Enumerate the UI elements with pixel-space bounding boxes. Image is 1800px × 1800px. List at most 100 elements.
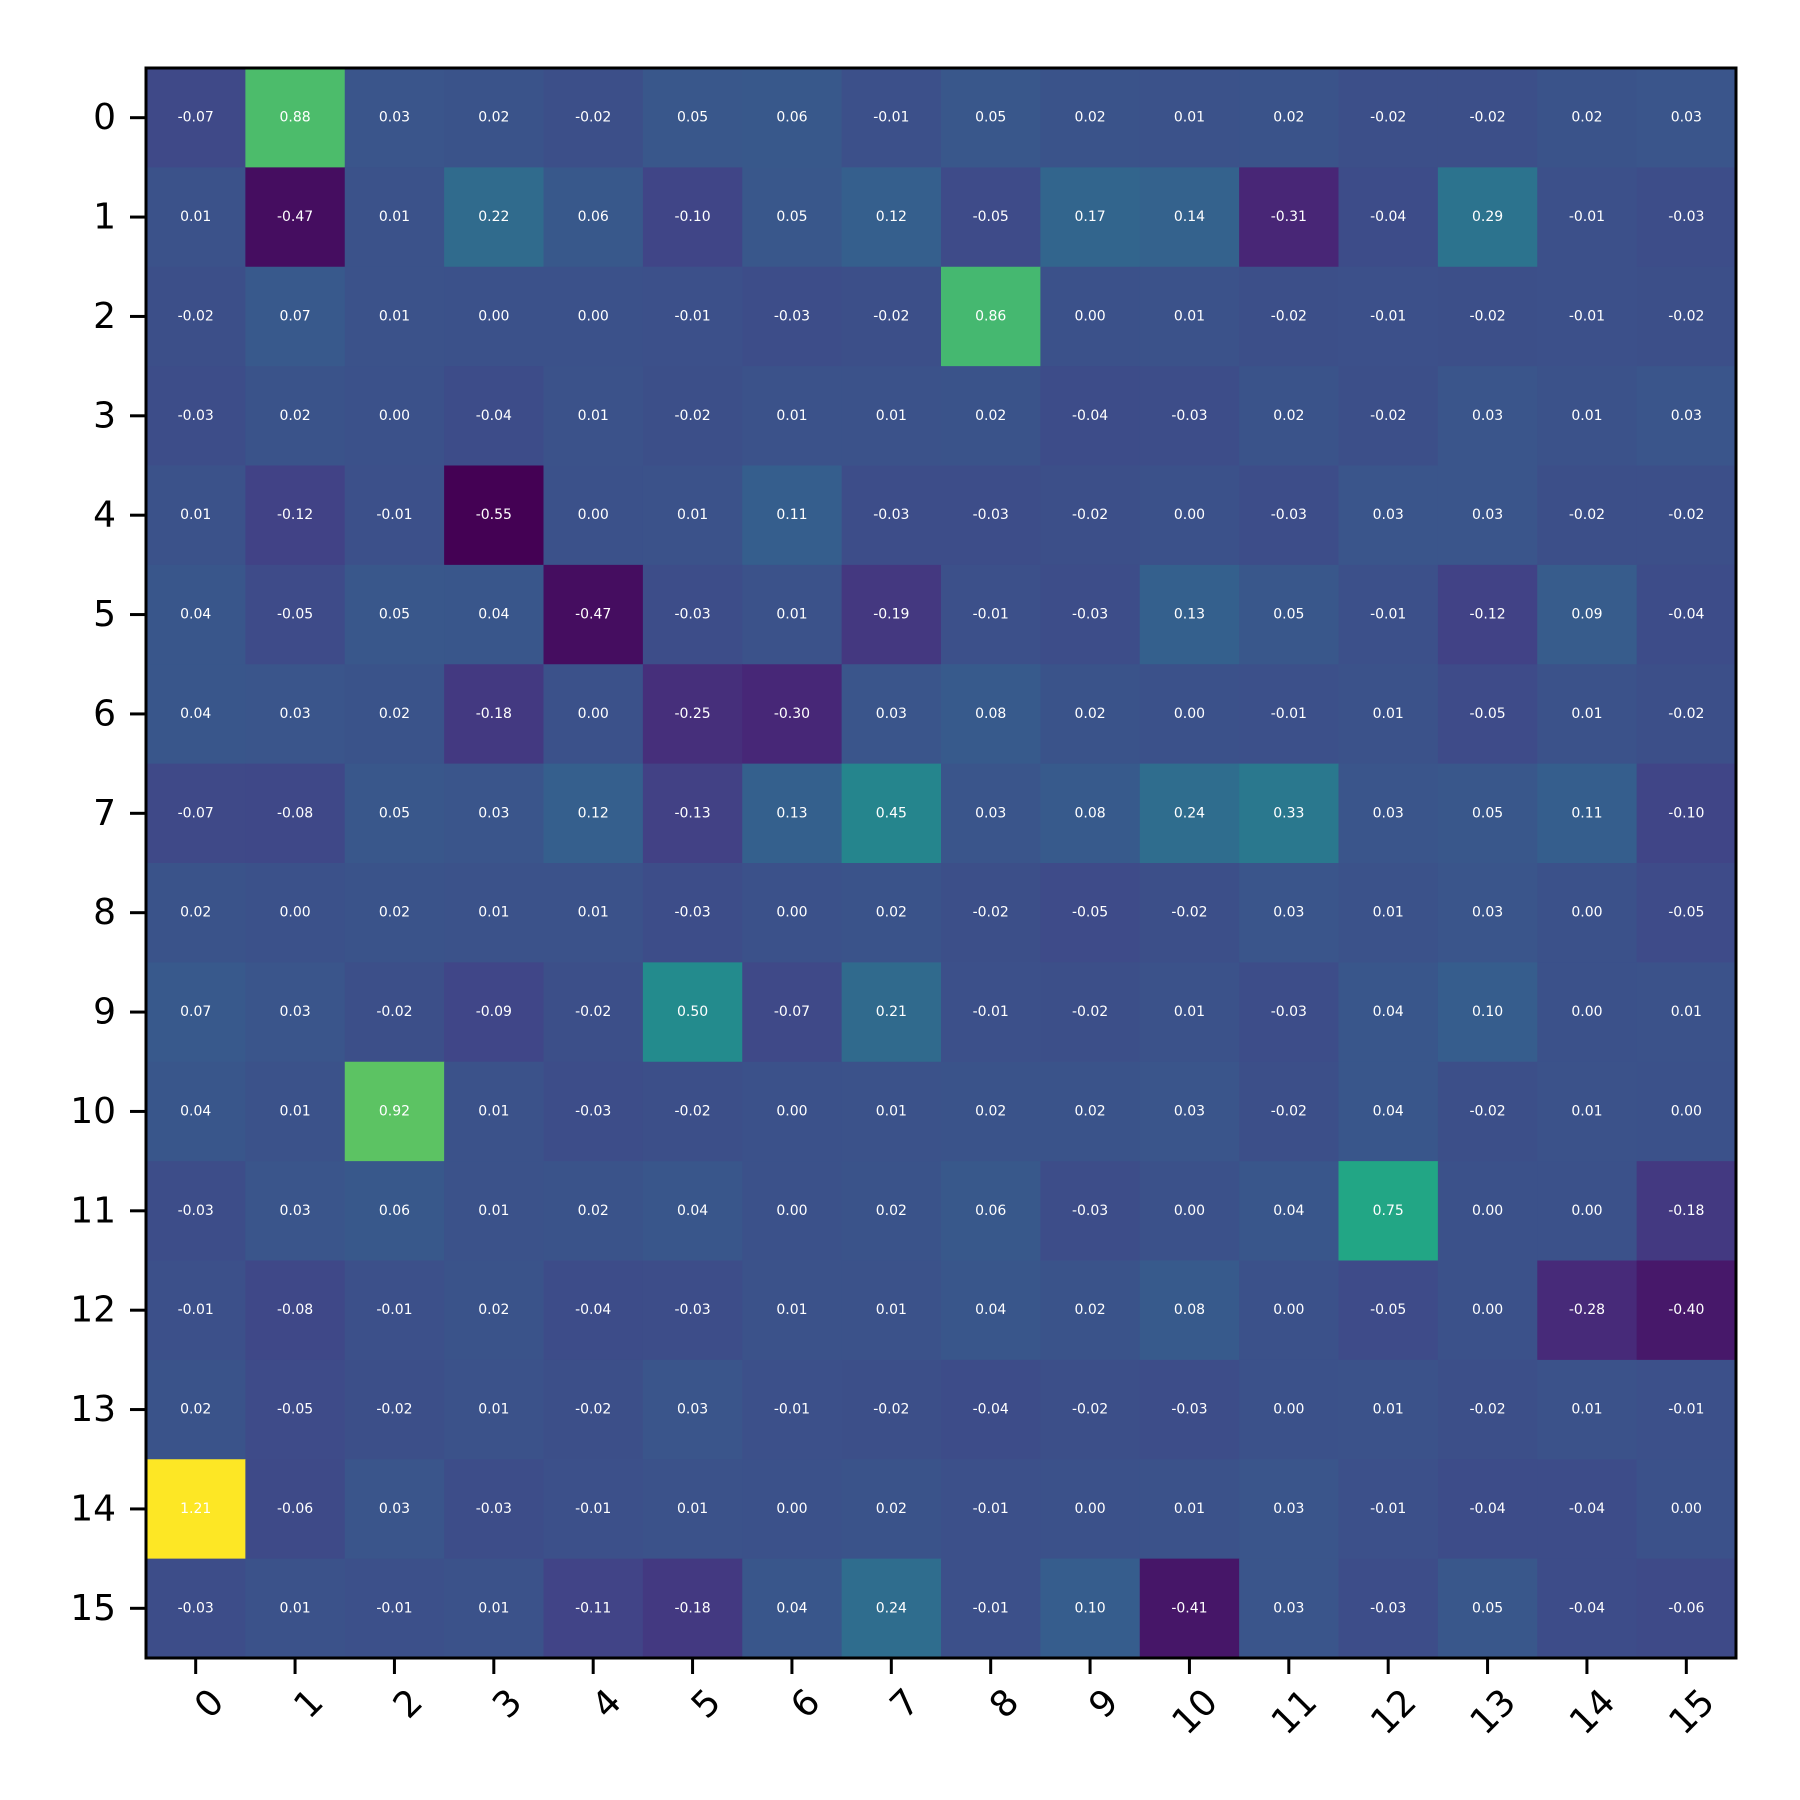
- cell-value-label: -0.04: [476, 408, 512, 424]
- heatmap-cell: [1537, 664, 1638, 765]
- heatmap-cell: [543, 1061, 644, 1162]
- heatmap-cell: [1040, 167, 1141, 268]
- heatmap-cell: [1139, 1161, 1240, 1262]
- heatmap-cell: [742, 664, 843, 765]
- heatmap-cell: [146, 68, 246, 168]
- cell-value-label: 0.02: [180, 1402, 211, 1418]
- cell-value-label: -0.03: [1072, 607, 1108, 623]
- cell-value-label: 0.00: [776, 1103, 807, 1119]
- heatmap-cell: [941, 664, 1041, 765]
- x-tick-label: 3: [485, 1681, 530, 1726]
- heatmap-cell: [1437, 1061, 1538, 1162]
- heatmap-cell: [1636, 863, 1737, 963]
- heatmap-cell: [841, 266, 942, 367]
- cell-value-label: -0.05: [1469, 706, 1505, 722]
- cell-value-label: -0.02: [1370, 408, 1406, 424]
- cell-value-label: -0.07: [774, 1004, 810, 1020]
- heatmap-cell: [841, 564, 942, 665]
- x-tick-label: 0: [187, 1681, 232, 1726]
- cell-value-label: 0.45: [876, 805, 907, 821]
- cell-value-label: 0.01: [180, 507, 211, 523]
- heatmap-cell: [1437, 863, 1538, 963]
- heatmap-cell: [941, 1260, 1041, 1361]
- cell-value-label: 0.05: [1472, 805, 1503, 821]
- cell-value-label: 0.02: [180, 905, 211, 921]
- cell-value-label: -0.01: [376, 507, 412, 523]
- cell-value-label: -0.05: [277, 607, 313, 623]
- heatmap-cell: [642, 1459, 743, 1560]
- heatmap-cell: [344, 167, 445, 268]
- heatmap-cell: [543, 763, 644, 864]
- cell-value-label: 0.01: [1571, 1103, 1602, 1119]
- heatmap-cell: [245, 1459, 346, 1560]
- heatmap-cell: [1139, 1061, 1240, 1162]
- cell-value-label: 1.21: [180, 1501, 211, 1517]
- heatmap-cell: [344, 1359, 445, 1460]
- cell-value-label: -0.06: [1668, 1600, 1704, 1616]
- cell-value-label: 0.02: [975, 408, 1006, 424]
- cell-value-label: 0.00: [776, 1501, 807, 1517]
- y-tick-label: 1: [93, 197, 116, 238]
- cell-value-label: -0.03: [1668, 209, 1704, 225]
- heatmap-cell: [444, 1359, 545, 1460]
- cell-value-label: 0.00: [379, 408, 410, 424]
- heatmap-cell: [1338, 1161, 1439, 1262]
- heatmap-cell: [1338, 763, 1439, 864]
- heatmap-cell: [146, 763, 246, 864]
- cell-value-label: -0.19: [873, 607, 909, 623]
- cell-value-label: 0.00: [1273, 1302, 1304, 1318]
- heatmap-cell: [1437, 664, 1538, 765]
- cell-value-label: 0.00: [1174, 1203, 1205, 1219]
- x-tick-label: 6: [783, 1681, 828, 1726]
- cell-value-label: -0.02: [1668, 308, 1704, 324]
- cell-value-label: 0.75: [1373, 1203, 1404, 1219]
- cell-value-label: 0.04: [1373, 1004, 1404, 1020]
- cell-value-label: -0.41: [1171, 1600, 1207, 1616]
- cell-value-label: 0.02: [578, 1203, 609, 1219]
- cell-value-label: -0.03: [178, 1600, 214, 1616]
- cell-value-label: -0.12: [1469, 607, 1505, 623]
- cell-value-label: 0.04: [1373, 1103, 1404, 1119]
- cell-value-label: -0.55: [476, 507, 512, 523]
- cell-value-label: -0.02: [575, 110, 611, 126]
- heatmap-cell: [1537, 763, 1638, 864]
- cell-value-label: 0.01: [478, 905, 509, 921]
- cell-value-label: -0.11: [575, 1600, 611, 1616]
- cell-value-label: 0.03: [1472, 507, 1503, 523]
- cell-value-label: 0.02: [1074, 1302, 1105, 1318]
- cell-value-label: -0.10: [1668, 805, 1704, 821]
- heatmap-cell: [742, 1161, 843, 1262]
- heatmap-cell: [642, 962, 743, 1063]
- cell-value-label: 0.03: [1671, 408, 1702, 424]
- heatmap-cell: [1139, 266, 1240, 367]
- heatmap-cell: [1040, 763, 1141, 864]
- heatmap-cell: [245, 465, 346, 566]
- heatmap-cell: [742, 763, 843, 864]
- heatmap-cell: [444, 1260, 545, 1361]
- heatmap-cell: [444, 167, 545, 268]
- cell-value-label: 0.21: [876, 1004, 907, 1020]
- heatmap-cell: [1239, 465, 1340, 566]
- heatmap-cell: [543, 1161, 644, 1262]
- cell-value-label: -0.03: [674, 607, 710, 623]
- heatmap-cell: [1636, 366, 1737, 467]
- cell-value-label: -0.01: [674, 308, 710, 324]
- cell-value-label: 0.08: [1074, 805, 1105, 821]
- cell-value-label: 0.10: [1472, 1004, 1503, 1020]
- cell-value-label: 0.04: [478, 607, 509, 623]
- cell-value-label: 0.06: [776, 110, 807, 126]
- cell-value-label: 0.12: [876, 209, 907, 225]
- cell-value-label: 0.03: [478, 805, 509, 821]
- cell-value-label: 0.01: [677, 507, 708, 523]
- heatmap-cell: [941, 1161, 1041, 1262]
- cell-value-label: 0.02: [876, 1203, 907, 1219]
- heatmap-cell: [1437, 1558, 1538, 1659]
- x-tick-label: 7: [883, 1681, 928, 1726]
- heatmap-cell: [543, 167, 644, 268]
- heatmap-cell: [742, 1558, 843, 1659]
- cell-value-label: 0.04: [180, 607, 211, 623]
- heatmap-cell: [146, 1359, 246, 1460]
- cell-value-label: 0.05: [379, 805, 410, 821]
- x-tick-label: 13: [1463, 1681, 1524, 1742]
- y-tick-label: 0: [93, 97, 116, 138]
